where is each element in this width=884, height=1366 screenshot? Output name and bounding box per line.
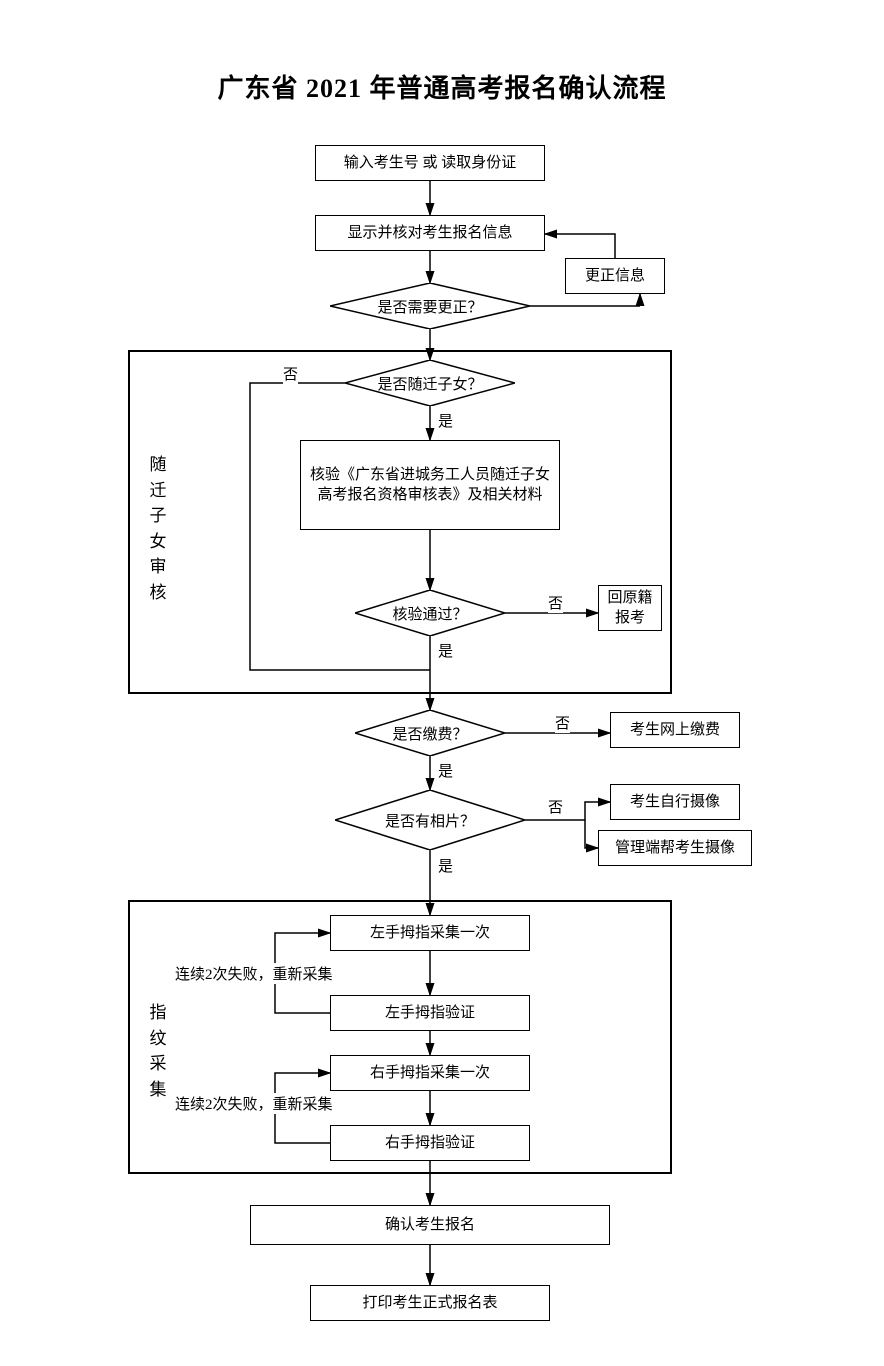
edge-label-d4_no: 否: [555, 712, 570, 733]
node-n14: 打印考生正式报名表: [310, 1285, 550, 1321]
edge-label-d3_yes: 是: [438, 640, 453, 661]
node-n11: 右手拇指采集一次: [330, 1055, 530, 1091]
page: 广东省 2021 年普通高考报名确认流程 随迁子女审核 指纹采集 输入考生号 或…: [0, 0, 884, 1366]
edge-e3b: [545, 234, 615, 258]
decision-d4: 是否缴费？: [355, 710, 505, 756]
edge-label-retry1: 连续2次失败，重新采集: [175, 963, 333, 984]
edge-label-d4_yes: 是: [438, 760, 453, 781]
edge-e3: [530, 294, 640, 306]
node-n10: 左手拇指验证: [330, 995, 530, 1031]
decision-d2: 是否随迁子女？: [345, 360, 515, 406]
edge-label-d5_yes: 是: [438, 855, 453, 876]
node-n9: 左手拇指采集一次: [330, 915, 530, 951]
decision-d3: 核验通过？: [355, 590, 505, 636]
node-n7: 考生自行摄像: [610, 784, 740, 820]
edge-label-retry2: 连续2次失败，重新采集: [175, 1093, 333, 1114]
node-n4: 核验《广东省进城务工人员随迁子女高考报名资格审核表》及相关材料: [300, 440, 560, 530]
node-n3: 更正信息: [565, 258, 665, 294]
node-n12: 右手拇指验证: [330, 1125, 530, 1161]
node-n8: 管理端帮考生摄像: [598, 830, 752, 866]
node-n1: 输入考生号 或 读取身份证: [315, 145, 545, 181]
edge-e12: [525, 802, 610, 820]
frame-migrant-label: 随迁子女审核: [148, 452, 168, 605]
decision-d1: 是否需要更正？: [330, 283, 530, 329]
edge-label-d5_no: 否: [548, 796, 563, 817]
node-n2: 显示并核对考生报名信息: [315, 215, 545, 251]
edge-label-d2_no: 否: [283, 363, 298, 384]
edge-e12b: [585, 820, 598, 848]
node-n13: 确认考生报名: [250, 1205, 610, 1245]
frame-fingerprint-label: 指纹采集: [148, 1000, 168, 1102]
decision-d5: 是否有相片？: [335, 790, 525, 850]
page-title: 广东省 2021 年普通高考报名确认流程: [0, 68, 884, 105]
edge-label-d3_no: 否: [548, 592, 563, 613]
node-n6: 考生网上缴费: [610, 712, 740, 748]
node-n5: 回原籍报考: [598, 585, 662, 631]
edge-label-d2_yes: 是: [438, 410, 453, 431]
